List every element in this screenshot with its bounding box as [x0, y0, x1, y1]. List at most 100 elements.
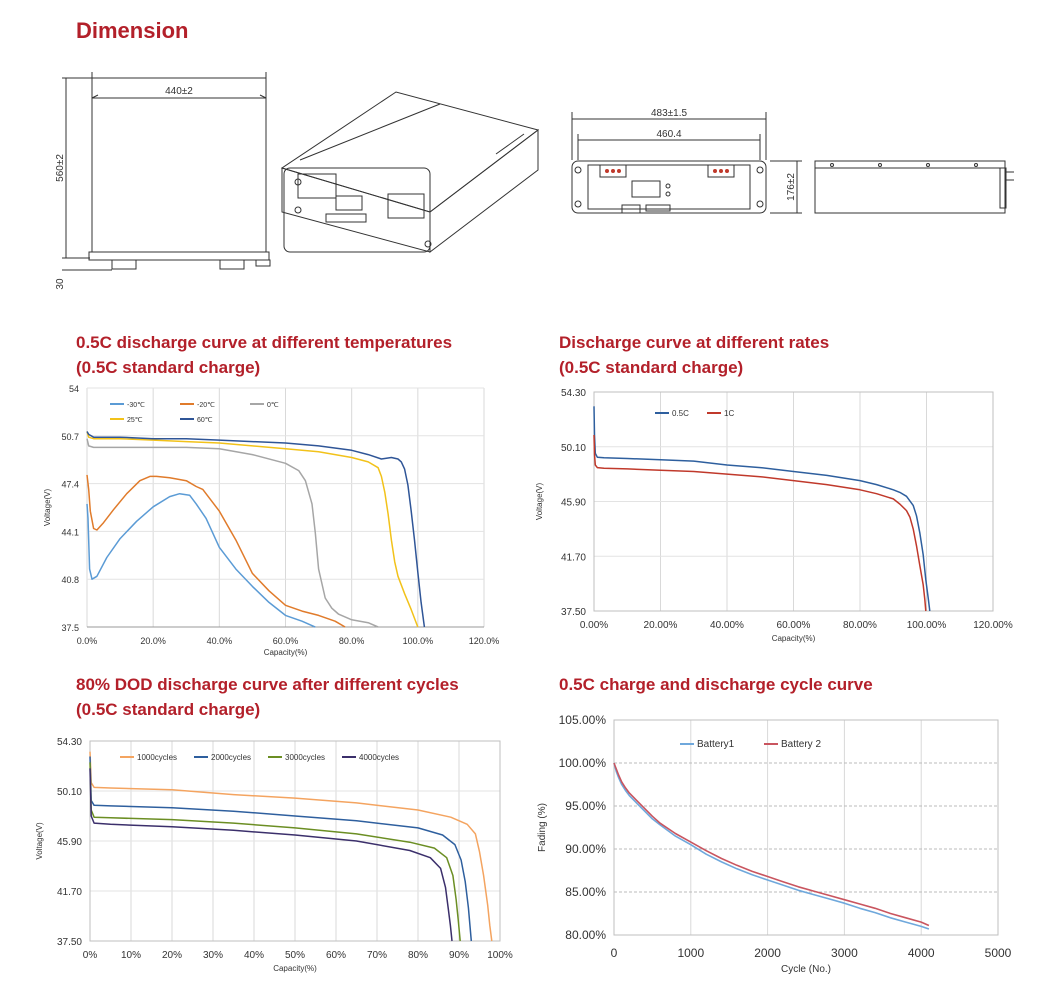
series-line [86, 438, 379, 628]
chart-title-line1: Discharge curve at different rates [559, 333, 830, 352]
x-tick-label: 100.0% [403, 636, 434, 646]
chart-title-rates: Discharge curve at different rates (0.5C… [559, 330, 829, 380]
x-tick-label: 60.0% [273, 636, 299, 646]
legend-entry: 3000cycles [285, 753, 325, 762]
x-tick-label: 80.0% [339, 636, 365, 646]
plot-frame [613, 719, 999, 936]
legend-entry: 0.5C [672, 409, 689, 418]
x-tick-label: 3000 [831, 946, 858, 960]
x-tick-label: 80% [408, 950, 428, 961]
y-tick-label: 44.1 [61, 527, 79, 537]
x-tick-label: 4000 [908, 946, 935, 960]
side-view-drawing [814, 160, 1014, 214]
x-tick-label: 20.0% [140, 636, 166, 646]
dim-front-width: 440±2 [165, 86, 193, 97]
legend-entry: -30℃ [127, 402, 145, 409]
rack-front-view-drawing [571, 112, 802, 214]
plot-frame [593, 391, 994, 612]
front-view-drawing [62, 72, 271, 271]
y-tick-label: 80.00% [565, 928, 606, 942]
dim-inner-width: 460.4 [656, 129, 681, 140]
x-tick-label: 40.0% [207, 636, 233, 646]
x-tick-label: 120.00% [973, 620, 1013, 631]
dim-front-height: 560±2 [55, 154, 66, 182]
dimension-drawings: 440±2 560±2 30 483±1.5 460.4 176±2 [55, 72, 1014, 290]
x-tick-label: 50% [285, 950, 305, 961]
series-line [613, 762, 930, 927]
legend-entry: 2000cycles [211, 753, 251, 762]
x-tick-label: 90% [449, 950, 469, 961]
series-line [86, 431, 419, 628]
chart-title-cycles: 80% DOD discharge curve after different … [76, 672, 459, 722]
legend-entry: 25℃ [127, 417, 143, 424]
chart-title-line2: (0.5C standard charge) [76, 358, 261, 377]
y-tick-label: 47.4 [61, 480, 79, 490]
x-tick-label: 40% [244, 950, 264, 961]
series-line [86, 431, 426, 628]
series-line [86, 474, 346, 628]
y-tick-label: 37.50 [561, 607, 586, 618]
legend-entry: 0℃ [267, 402, 279, 409]
series-line [593, 434, 927, 612]
x-tick-label: 70% [367, 950, 387, 961]
chart-title-line1: 0.5C discharge curve at different temper… [76, 333, 453, 352]
x-axis-label: Capacity(%) [772, 634, 816, 643]
chart-title-line1: 0.5C charge and discharge cycle curve [559, 675, 873, 694]
y-tick-label: 90.00% [565, 842, 606, 856]
x-tick-label: 80.00% [843, 620, 877, 631]
y-tick-label: 40.8 [61, 575, 79, 585]
x-axis-label: Capacity(%) [264, 648, 308, 657]
y-axis-label: Voltage(V) [43, 488, 52, 526]
chart-title-line2: (0.5C standard charge) [559, 358, 744, 377]
x-tick-label: 40.00% [710, 620, 744, 631]
x-tick-label: 1000 [677, 946, 704, 960]
y-tick-label: 45.90 [561, 498, 586, 509]
y-tick-label: 54.30 [561, 388, 586, 399]
dim-rack-width: 483±1.5 [651, 108, 688, 119]
isometric-view-drawing [280, 91, 540, 254]
x-tick-label: 0 [611, 946, 618, 960]
chart-title-line1: 80% DOD discharge curve after different … [76, 675, 459, 694]
legend-entry: Battery 2 [781, 739, 821, 750]
series-line [89, 768, 453, 942]
y-axis-label: Fading (%) [537, 803, 548, 852]
y-tick-label: 95.00% [565, 799, 606, 813]
chart-title-cycle-curve: 0.5C charge and discharge cycle curve [559, 672, 873, 697]
legend-entry: -20℃ [197, 402, 215, 409]
x-tick-label: 120.0% [469, 636, 500, 646]
x-tick-label: 0.0% [77, 636, 98, 646]
chart-title-line2: (0.5C standard charge) [76, 700, 261, 719]
y-axis-label: Voltage(V) [535, 482, 544, 520]
legend-entry: 4000cycles [359, 753, 399, 762]
y-tick-label: 50.7 [61, 432, 79, 442]
x-tick-label: 100% [487, 950, 513, 961]
y-tick-label: 54.30 [57, 737, 82, 748]
dim-foot-height: 30 [55, 278, 66, 290]
x-tick-label: 2000 [754, 946, 781, 960]
plot-frame [89, 740, 501, 942]
x-tick-label: 100.00% [907, 620, 947, 631]
x-tick-label: 30% [203, 950, 223, 961]
y-tick-label: 45.90 [57, 837, 82, 848]
series-line [593, 406, 931, 612]
legend-entry: Battery1 [697, 739, 735, 750]
y-tick-label: 50.10 [561, 443, 586, 454]
y-tick-label: 100.00% [559, 756, 607, 770]
x-tick-label: 10% [121, 950, 141, 961]
dimension-title: Dimension [76, 18, 189, 43]
y-tick-label: 50.10 [57, 787, 82, 798]
x-axis-label: Capacity(%) [273, 964, 317, 973]
y-tick-label: 37.50 [57, 937, 82, 948]
legend-entry: 60℃ [197, 417, 213, 424]
series-line [613, 762, 930, 930]
x-tick-label: 20.00% [644, 620, 678, 631]
series-line [89, 756, 473, 942]
dim-side-height: 176±2 [786, 173, 797, 201]
series-line [86, 492, 316, 628]
chart-title-temperature: 0.5C discharge curve at different temper… [76, 330, 452, 380]
y-tick-label: 85.00% [565, 885, 606, 899]
x-tick-label: 60% [326, 950, 346, 961]
legend-entry: 1000cycles [137, 753, 177, 762]
